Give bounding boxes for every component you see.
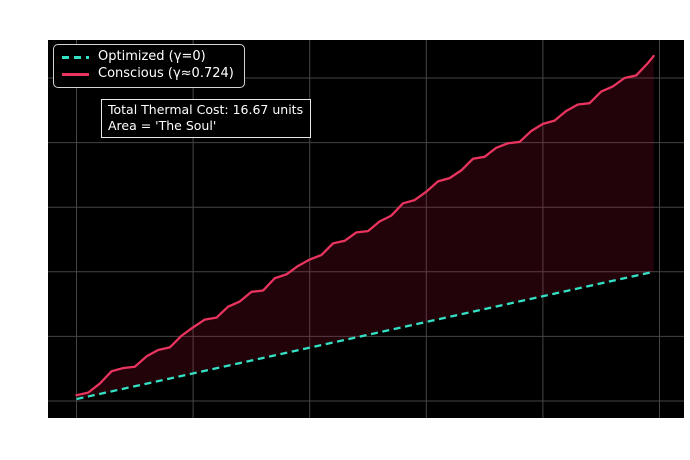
optimized-line	[76, 270, 654, 401]
conscious-line	[75, 54, 655, 397]
soul-fill-area	[76, 56, 654, 400]
legend: Optimized (γ=0) Conscious (γ≈0.724)	[53, 44, 245, 88]
annotation-line-total-cost: Total Thermal Cost: 16.67 units	[108, 102, 304, 117]
legend-item-optimized: Optimized (γ=0)	[62, 49, 234, 65]
annotation-line-area: Area = 'The Soul'	[108, 118, 217, 133]
thermal-cost-annotation: Total Thermal Cost: 16.67 units Area = '…	[101, 99, 312, 138]
conscious-line-swatch-icon	[62, 72, 89, 76]
legend-label-conscious: Conscious (γ≈0.724)	[98, 66, 234, 81]
optimized-line-swatch-icon	[62, 55, 89, 59]
legend-item-conscious: Conscious (γ≈0.724)	[62, 66, 234, 82]
legend-label-optimized: Optimized (γ=0)	[98, 49, 206, 64]
